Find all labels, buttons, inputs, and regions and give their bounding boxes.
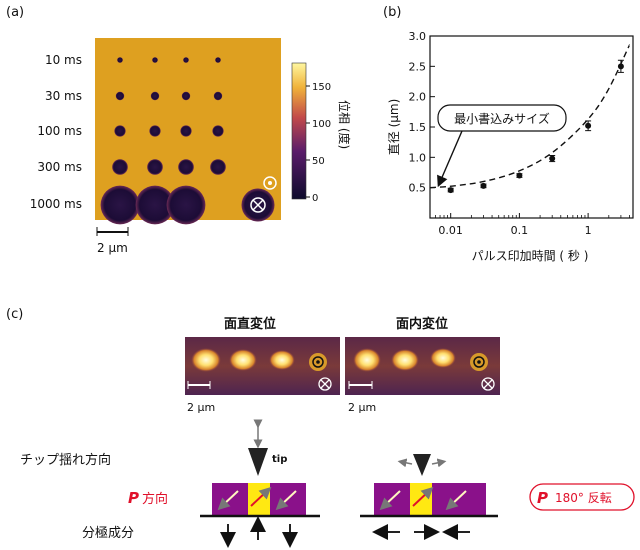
afm-dot <box>115 91 125 101</box>
afm-dot <box>152 57 158 63</box>
afm-dot <box>147 159 163 175</box>
colorbar-tick-0: 0 <box>312 193 318 204</box>
data-point <box>447 187 454 194</box>
row-label-p-direction: 方向 <box>142 491 168 507</box>
afm-dot <box>180 125 192 137</box>
tip-left: tip <box>248 419 287 476</box>
y-tick-label: 1.5 <box>409 121 427 134</box>
colorbar <box>291 62 307 200</box>
x-tick-label: 1 <box>585 224 592 237</box>
out-of-plane-dot-symbol-a <box>263 176 277 190</box>
data-point <box>617 63 624 70</box>
afm-dot <box>150 91 160 101</box>
row-label-polarization: 分極成分 <box>82 525 134 541</box>
into-plane-cross-symbol-c1 <box>318 377 332 391</box>
afm-dot <box>149 125 161 137</box>
panel-b-label: (b) <box>383 5 401 20</box>
data-point <box>585 122 592 129</box>
y-ticks: 0.5 1.0 1.5 2.0 2.5 3.0 <box>409 30 435 195</box>
row-label-1000ms: 1000 ms <box>30 197 82 211</box>
into-plane-cross-symbol-c2 <box>481 377 495 391</box>
colorbar-label: 位相 (度) <box>337 100 352 149</box>
rotate-badge-label: 180° 反転 <box>555 491 612 505</box>
y-tick-label: 3.0 <box>409 30 427 43</box>
afm-dot <box>100 185 140 225</box>
row-label-30ms: 30 ms <box>45 89 82 103</box>
afm-dot <box>213 91 223 101</box>
panel-a: (a) 10 ms 30 ms 100 ms 300 ms 1000 ms 2 … <box>6 5 352 255</box>
scale-bar-label-c1: 2 μm <box>187 401 215 414</box>
colorbar-tick-50: 50 <box>312 156 325 167</box>
polarization-arrows-left <box>220 516 298 548</box>
domain-bar-left <box>212 483 306 515</box>
fit-curve <box>429 44 631 189</box>
afm-dot <box>178 159 194 175</box>
x-tick-label: 0.01 <box>438 224 463 237</box>
data-points <box>447 59 624 194</box>
afm-dot <box>112 159 128 175</box>
data-point <box>549 155 556 162</box>
x-ticks: 0.01 0.1 1 <box>429 213 630 237</box>
scale-bar-label-c2: 2 μm <box>348 401 376 414</box>
panel-c-label: (c) <box>6 307 23 322</box>
rotate-badge-p: P <box>537 489 548 507</box>
colorbar-ticks: 150 100 50 0 <box>306 82 331 204</box>
title-out-of-plane: 面直変位 <box>224 316 276 332</box>
panel-c: (c) 面直変位 面内変位 2 μm <box>6 307 635 548</box>
afm-dot <box>212 125 224 137</box>
afm-dot <box>166 185 206 225</box>
row-label-300ms: 300 ms <box>37 160 82 174</box>
row-labels-a: 10 ms 30 ms 100 ms 300 ms 1000 ms <box>30 53 82 211</box>
afm-dot <box>135 185 175 225</box>
y-tick-label: 0.5 <box>409 182 427 195</box>
domain-bar-right <box>374 483 486 515</box>
panel-a-label: (a) <box>6 5 24 20</box>
afm-dot <box>114 125 126 137</box>
pfm-blobs-right <box>353 348 456 372</box>
colorbar-tick-100: 100 <box>312 119 331 130</box>
tip-cone-right <box>413 454 431 476</box>
p-symbol: P <box>128 489 139 507</box>
into-plane-cross-symbol-a <box>250 197 266 213</box>
title-in-plane: 面内変位 <box>396 316 448 332</box>
annotation-box <box>437 104 567 132</box>
row-label-tip-direction: チップ揺れ方向 <box>20 452 111 468</box>
x-tick-label: 0.1 <box>511 224 529 237</box>
y-tick-label: 2.5 <box>409 60 427 73</box>
afm-dot <box>215 57 221 63</box>
afm-dot <box>117 57 123 63</box>
row-label-100ms: 100 ms <box>37 124 82 138</box>
afm-dot <box>183 57 189 63</box>
x-axis-label: パルス印加時間 ( 秒 ) <box>472 249 589 263</box>
tip-right <box>397 454 447 476</box>
pfm-blobs-left <box>191 348 295 372</box>
panel-b: (b) 0.51.01.52.02.53.0 0.01 0.1 1 直径 (μm) … <box>383 5 634 263</box>
annotation-arrow <box>437 130 463 188</box>
y-tick-label: 2.0 <box>409 91 427 104</box>
out-of-plane-dot-center-a <box>268 181 272 185</box>
y-axis-label: 直径 (μm) <box>387 99 401 156</box>
data-point <box>516 172 523 179</box>
scale-bar-label-a: 2 μm <box>97 241 128 255</box>
afm-dot <box>210 159 226 175</box>
tip-cone-left <box>248 448 268 476</box>
tip-label: tip <box>272 454 287 465</box>
data-point <box>480 182 487 189</box>
y-tick-label: 1.0 <box>409 151 427 164</box>
annotation-text: 最小書込みサイズ <box>454 111 550 126</box>
colorbar-tick-150: 150 <box>312 82 331 93</box>
rotate-badge <box>529 483 635 511</box>
afm-dot <box>181 91 191 101</box>
row-label-10ms: 10 ms <box>45 53 82 67</box>
